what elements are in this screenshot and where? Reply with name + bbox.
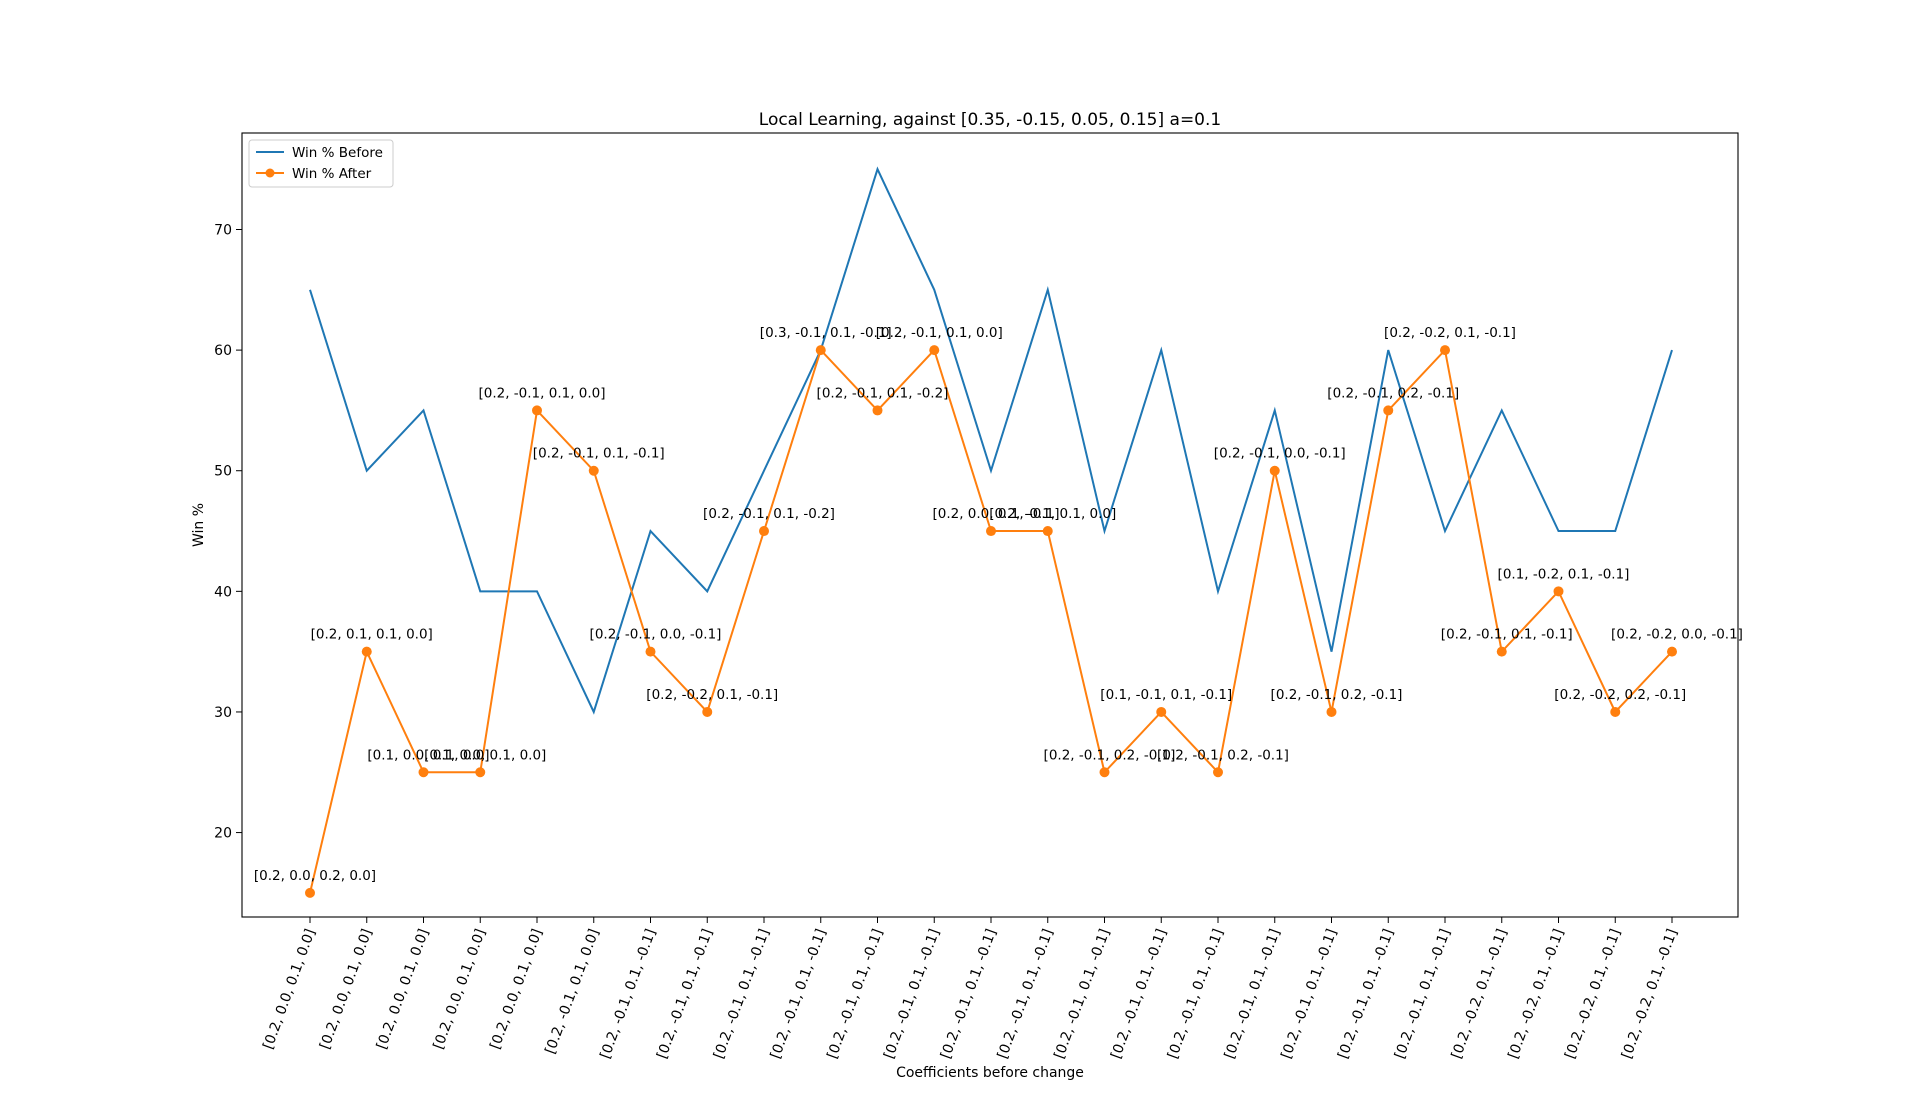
legend-marker-after	[265, 168, 275, 178]
data-point	[1042, 526, 1053, 537]
x-tick-label: [0.2, -0.1, 0.1, -0.1]	[711, 927, 773, 1061]
data-point	[1496, 646, 1507, 657]
point-label: [0.2, -0.2, 0.1, -0.1]	[646, 687, 778, 703]
point-label: [0.3, -0.1, 0.1, -0.1]	[760, 325, 892, 341]
point-label: [0.1, 0.0, 0.1, 0.0]	[424, 747, 546, 763]
x-tick-label: [0.2, -0.2, 0.1, -0.1]	[1449, 927, 1511, 1061]
data-point	[1156, 706, 1167, 717]
x-tick-label: [0.2, -0.1, 0.1, -0.1]	[1278, 927, 1340, 1061]
point-label: [0.2, -0.1, 0.0, -0.1]	[590, 627, 722, 643]
data-point	[872, 405, 883, 416]
x-tick-label: [0.2, -0.1, 0.1, 0.0]	[542, 927, 602, 1056]
data-point	[1099, 767, 1110, 778]
point-annotations: [0.2, 0.0, 0.2, 0.0] [0.2, 0.1, 0.1, 0.0]…	[254, 325, 1743, 884]
data-point	[986, 526, 996, 537]
legend-label-after: Win % After	[292, 166, 372, 182]
point-label: [0.2, -0.1, 0.1, -0.1]	[1441, 627, 1573, 643]
x-tick-label: [0.2, 0.0, 0.1, 0.0]	[487, 927, 545, 1052]
data-point	[1383, 405, 1394, 416]
x-tick-label: [0.2, -0.1, 0.1, -0.1]	[824, 927, 886, 1061]
data-point	[1440, 345, 1450, 356]
point-label: [0.2, -0.1, 0.2, -0.1]	[1044, 747, 1176, 763]
x-axis-title: Coefficients before change	[896, 1065, 1084, 1081]
y-tick-label: 50	[214, 464, 232, 480]
data-point	[815, 345, 826, 356]
data-point	[532, 405, 542, 416]
point-label: [0.2, -0.2, 0.0, -0.1]	[1611, 627, 1743, 643]
point-label: [0.2, 0.0, 0.2, 0.0]	[254, 868, 376, 884]
x-tick-label: [0.2, -0.1, 0.1, -0.1]	[654, 927, 716, 1061]
x-tick-label: [0.2, 0.0, 0.1, 0.0]	[317, 927, 375, 1052]
legend-label-before: Win % Before	[292, 145, 383, 161]
y-tick-label: 60	[214, 343, 232, 359]
legend-box	[248, 139, 394, 188]
x-tick-label: [0.2, 0.0, 0.1, 0.0]	[431, 927, 489, 1052]
point-label: [0.2, -0.1, 0.1, -0.1]	[533, 446, 665, 462]
point-label: [0.2, -0.2, 0.1, -0.1]	[1384, 325, 1516, 341]
data-point	[1269, 465, 1280, 476]
point-label: [0.2, 0.1, 0.1, 0.0]	[311, 627, 433, 643]
data-point	[1667, 646, 1677, 657]
plot-area	[305, 166, 1677, 898]
y-tick-label: 20	[214, 826, 232, 842]
plot-frame	[241, 132, 1739, 918]
x-tick-label: [0.2, -0.1, 0.1, -0.1]	[1051, 927, 1113, 1061]
point-label: [0.1, -0.1, 0.1, -0.1]	[1100, 687, 1232, 703]
y-axis-title: Win %	[191, 503, 207, 547]
x-tick-label: [0.2, 0.0, 0.1, 0.0]	[260, 927, 318, 1052]
point-label: [0.1, -0.2, 0.1, -0.1]	[1498, 566, 1630, 582]
point-label: [0.2, -0.1, 0.2, -0.1]	[1271, 687, 1403, 703]
point-label: [0.2, -0.1, 0.1, -0.2]	[817, 385, 949, 401]
data-point	[929, 345, 940, 356]
data-point	[759, 526, 769, 537]
y-tick-label: 70	[214, 222, 232, 238]
point-label: [0.2, 0.0, 0.1, -0.1]	[932, 506, 1059, 522]
data-point	[1213, 767, 1223, 778]
point-label: [0.1, 0.0, 0.1, 0.0]	[367, 747, 489, 763]
data-point	[1553, 586, 1564, 597]
x-tick-label: [0.2, -0.1, 0.1, -0.1]	[1392, 927, 1454, 1061]
data-point	[305, 887, 315, 898]
series-line-0	[309, 166, 1673, 715]
data-point	[475, 767, 486, 778]
x-tick-label: [0.2, -0.1, 0.1, -0.1]	[597, 927, 659, 1061]
point-label: [0.2, -0.1, 0.1, 0.0]	[876, 325, 1003, 341]
x-tick-label: [0.2, -0.1, 0.1, -0.1]	[768, 927, 830, 1061]
point-label: [0.2, -0.1, 0.2, -0.1]	[1327, 385, 1459, 401]
data-point	[702, 706, 713, 717]
legend: Win % Before Win % After	[248, 139, 394, 188]
data-point	[588, 465, 599, 476]
data-point	[418, 767, 429, 778]
x-tick-label: [0.2, -0.1, 0.1, -0.1]	[881, 927, 943, 1061]
x-tick-label: [0.2, -0.1, 0.1, -0.1]	[938, 927, 1000, 1061]
x-tick-label: [0.2, -0.1, 0.1, -0.1]	[1108, 927, 1170, 1061]
point-label: [0.2, -0.1, 0.1, 0.0]	[478, 385, 605, 401]
data-point	[1610, 706, 1621, 717]
x-tick-label: [0.2, -0.1, 0.1, -0.1]	[1335, 927, 1397, 1061]
point-label: [0.2, -0.1, 0.2, -0.1]	[1157, 747, 1289, 763]
x-tick-label: [0.2, -0.2, 0.1, -0.1]	[1562, 927, 1624, 1061]
x-tick-label: [0.2, -0.1, 0.1, -0.1]	[1222, 927, 1284, 1061]
data-point	[361, 646, 372, 657]
x-tick-label: [0.2, -0.2, 0.1, -0.1]	[1505, 927, 1567, 1061]
x-tick-label: [0.2, -0.2, 0.1, -0.1]	[1619, 927, 1681, 1061]
series-line-1	[309, 347, 1673, 894]
point-label: [0.2, -0.2, 0.2, -0.1]	[1554, 687, 1686, 703]
data-point	[645, 646, 656, 657]
y-tick-label: 30	[214, 705, 232, 721]
data-point	[1326, 706, 1337, 717]
x-tick-label: [0.2, -0.1, 0.1, -0.1]	[1165, 927, 1227, 1061]
x-tick-label: [0.2, 0.0, 0.1, 0.0]	[374, 927, 432, 1052]
chart-title: Local Learning, against [0.35, -0.15, 0.…	[759, 110, 1221, 130]
y-tick-label: 40	[214, 584, 232, 600]
point-label: [0.2, -0.1, 0.1, -0.2]	[703, 506, 835, 522]
point-label: [0.2, -0.1, 0.0, -0.1]	[1214, 446, 1346, 462]
point-label: [0.2, -0.1, 0.1, 0.0]	[989, 506, 1116, 522]
x-tick-label: [0.2, -0.1, 0.1, -0.1]	[995, 927, 1057, 1061]
